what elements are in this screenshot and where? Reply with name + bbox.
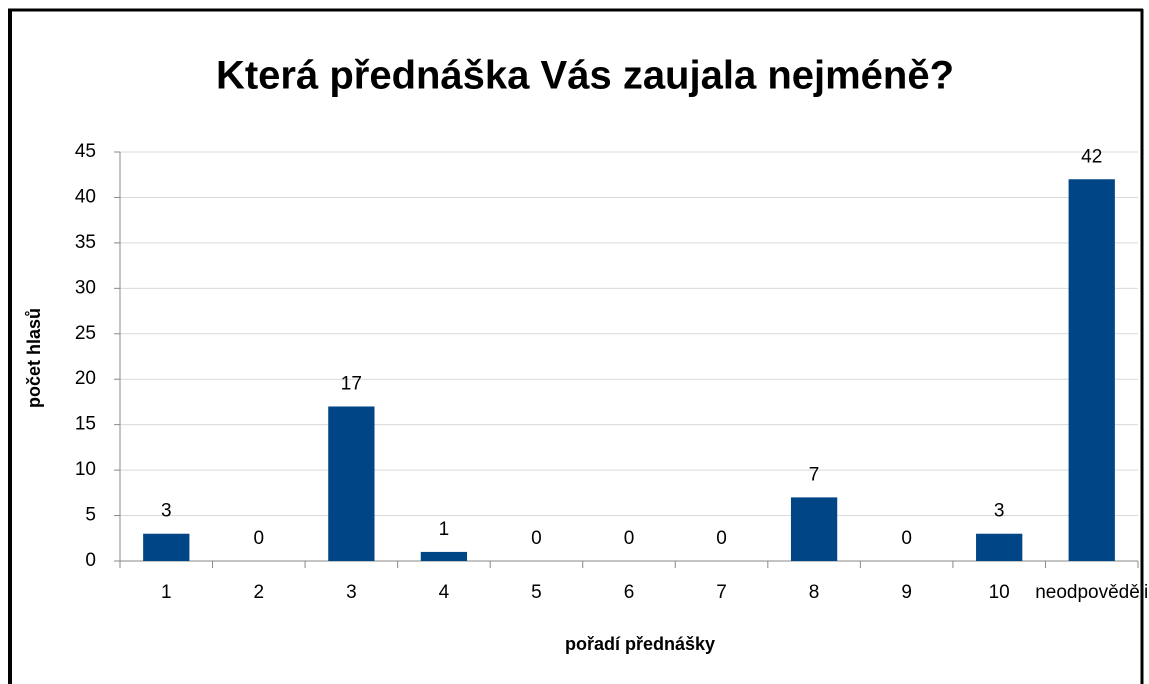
bar <box>328 406 375 561</box>
x-tick-label: 9 <box>901 582 912 603</box>
bar <box>420 551 468 561</box>
data-label: 1 <box>439 519 450 540</box>
x-tick-label: 7 <box>716 582 727 603</box>
x-tick-label: 10 <box>989 582 1010 603</box>
data-label: 0 <box>901 528 912 549</box>
chart-title: Která přednáška Vás zaujala nejméně? <box>216 54 954 98</box>
data-label: 3 <box>161 501 172 522</box>
y-tick-label: 35 <box>75 232 96 253</box>
y-tick-label: 30 <box>75 277 96 298</box>
x-tick-label: 5 <box>531 582 542 603</box>
x-tick-label: 1 <box>161 582 172 603</box>
x-tick-label: 2 <box>254 582 265 603</box>
bar <box>790 497 838 561</box>
x-tick-label: 6 <box>624 582 635 603</box>
x-axis-title: pořadí přednášky <box>565 634 715 654</box>
y-axis-title: počet hlasů <box>24 308 44 408</box>
x-tick-label: 4 <box>439 582 450 603</box>
data-label: 0 <box>624 528 635 549</box>
data-label: 3 <box>994 501 1005 522</box>
data-label: 0 <box>254 528 265 549</box>
bar <box>143 533 190 561</box>
y-tick-label: 5 <box>85 505 96 526</box>
data-label: 17 <box>341 374 362 395</box>
y-tick-label: 10 <box>75 459 96 480</box>
bar <box>1068 179 1115 561</box>
data-label: 0 <box>716 528 727 549</box>
y-tick-label: 40 <box>75 186 96 207</box>
bar <box>976 533 1023 561</box>
data-label: 42 <box>1081 146 1102 167</box>
data-label: 7 <box>809 464 820 485</box>
x-tick-label: 3 <box>346 582 357 603</box>
x-tick-label: 8 <box>809 582 820 603</box>
y-tick-label: 20 <box>75 368 96 389</box>
y-tick-label: 45 <box>75 141 96 162</box>
y-tick-label: 25 <box>75 323 96 344</box>
data-label: 0 <box>531 528 542 549</box>
y-tick-label: 0 <box>85 550 96 571</box>
y-tick-label: 15 <box>75 414 96 435</box>
x-tick-label: neodpověděli <box>1035 582 1148 603</box>
